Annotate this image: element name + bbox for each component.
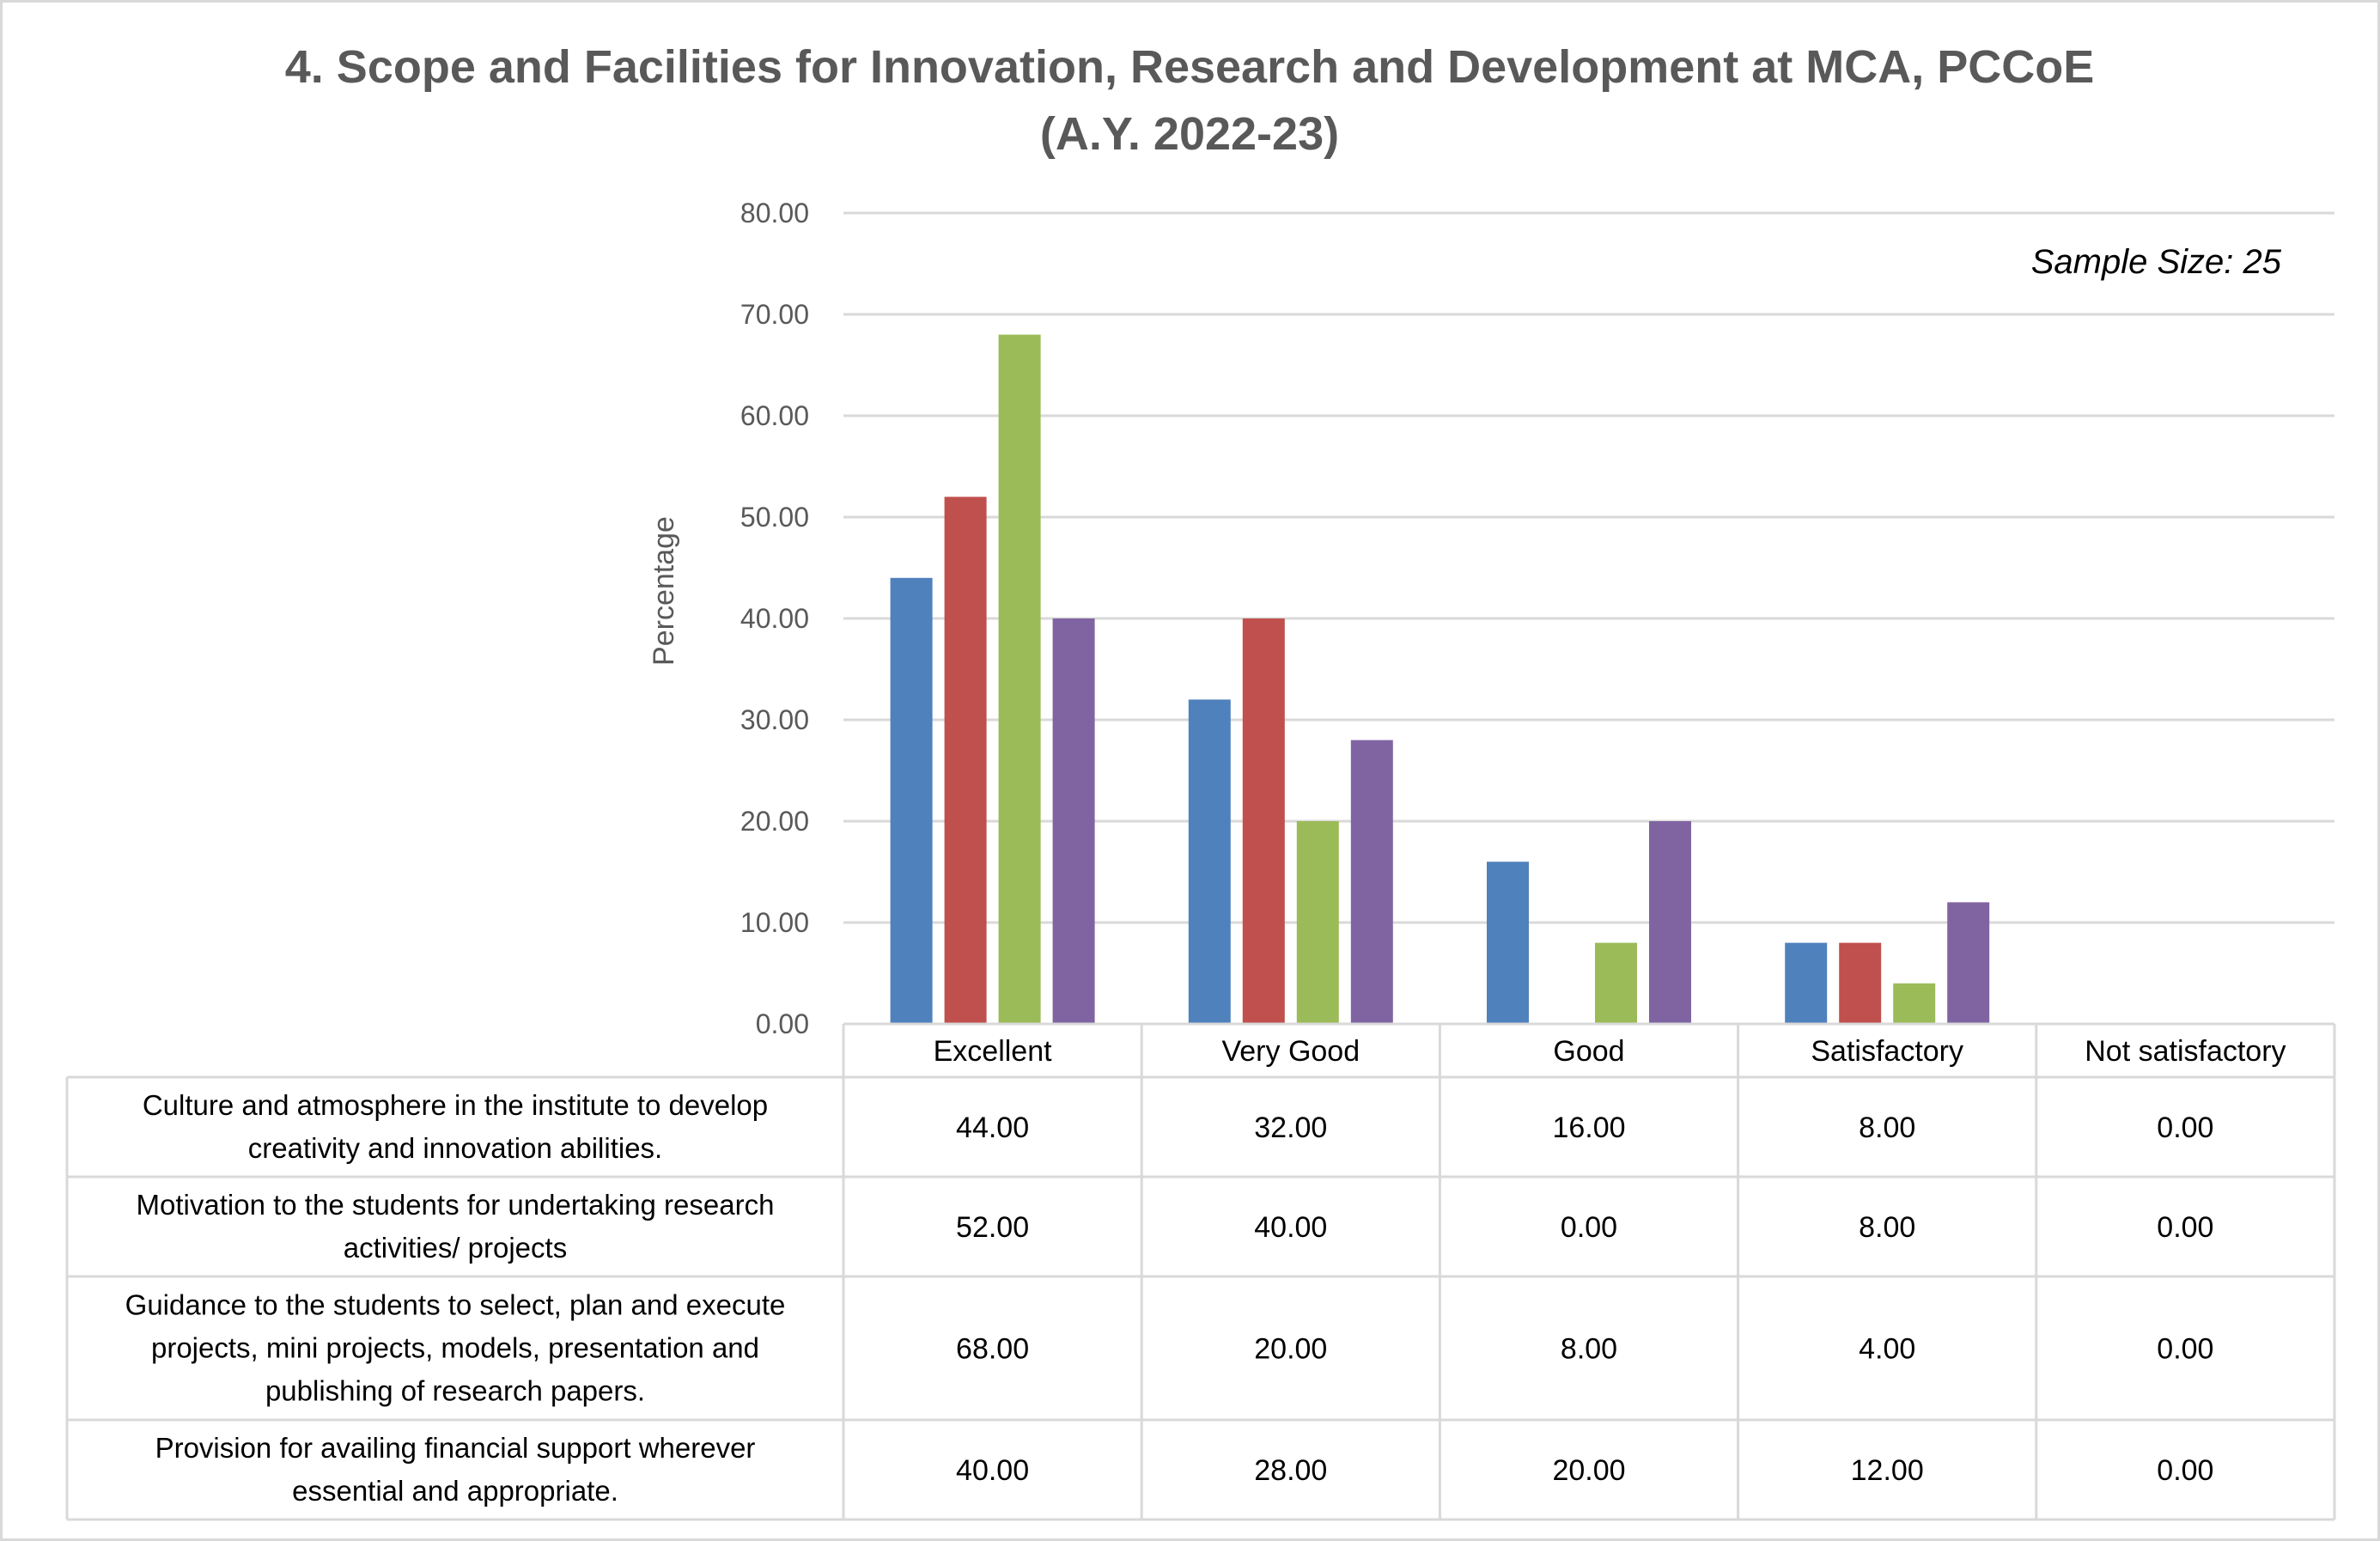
- data-table-cell: 8.00: [1859, 1112, 1915, 1144]
- bar: [1242, 618, 1285, 1024]
- series-label-line: Motivation to the students for undertaki…: [137, 1189, 775, 1221]
- y-tick-label: 40.00: [740, 603, 809, 634]
- x-category-label: Good: [1553, 1035, 1624, 1068]
- sample-size-annotation: Sample Size: 25: [2031, 243, 2282, 281]
- data-table-cell: 40.00: [956, 1454, 1029, 1487]
- y-tick-label: 20.00: [740, 806, 809, 837]
- data-table: Excellent Very Good Good Satisfactory Not sa…: [65, 1022, 2336, 1521]
- x-category-label: Very Good: [1221, 1035, 1360, 1068]
- bar: [1947, 902, 1990, 1024]
- y-tick-label: 50.00: [740, 502, 809, 533]
- data-table-cell: 0.00: [2157, 1211, 2213, 1244]
- data-table-cell: 20.00: [1552, 1454, 1625, 1487]
- chart-title-line-2: (A.Y. 2022-23): [1040, 108, 1339, 160]
- data-table-cell: 4.00: [1859, 1333, 1915, 1366]
- data-table-cell: 20.00: [1254, 1333, 1327, 1366]
- data-table-cell: 32.00: [1254, 1112, 1327, 1144]
- bar: [1893, 983, 1936, 1024]
- chart-title: 4. Scope and Facilities for Innovation, …: [285, 41, 2094, 160]
- y-axis-label: Percentage: [648, 516, 680, 666]
- data-table-cell: 0.00: [2157, 1112, 2213, 1144]
- series-label-line: projects, mini projects, models, present…: [151, 1332, 759, 1364]
- y-tick-label: 70.00: [740, 299, 809, 330]
- series-row-label: Provision for availing financial support…: [155, 1432, 756, 1507]
- data-table-cell: 8.00: [1859, 1211, 1915, 1244]
- data-table-cell: 28.00: [1254, 1454, 1327, 1487]
- data-table-cell: 52.00: [956, 1211, 1029, 1244]
- bar: [1296, 821, 1339, 1024]
- series-row-label: Guidance to the students to select, plan…: [125, 1289, 786, 1407]
- bar: [944, 496, 987, 1024]
- series-label-line: Guidance to the students to select, plan…: [125, 1289, 786, 1321]
- series-label-line: essential and appropriate.: [292, 1475, 618, 1507]
- bar: [1785, 942, 1828, 1024]
- bar: [890, 577, 933, 1024]
- series-label-line: creativity and innovation abilities.: [248, 1132, 662, 1164]
- bar: [1595, 942, 1637, 1024]
- data-table-cell: 44.00: [956, 1112, 1029, 1144]
- bar: [1188, 699, 1231, 1024]
- chart-title-line-1: 4. Scope and Facilities for Innovation, …: [285, 41, 2094, 93]
- data-table-cell: 0.00: [2157, 1454, 2213, 1487]
- y-tick-label: 30.00: [740, 704, 809, 735]
- bar: [998, 334, 1041, 1025]
- data-table-cell: 68.00: [956, 1333, 1029, 1366]
- bar: [1839, 942, 1882, 1024]
- y-tick-label: 0.00: [756, 1008, 809, 1039]
- series-row-label: Motivation to the students for undertaki…: [137, 1189, 775, 1264]
- y-tick-label: 60.00: [740, 400, 809, 431]
- y-tick-label: 10.00: [740, 907, 809, 938]
- data-table-cell: 0.00: [2157, 1333, 2213, 1366]
- data-table-cell: 8.00: [1561, 1333, 1617, 1366]
- series-row-label: Culture and atmosphere in the institute …: [143, 1089, 768, 1164]
- bar: [1052, 618, 1095, 1024]
- data-table-cell: 12.00: [1851, 1454, 1924, 1487]
- bar: [1649, 821, 1691, 1024]
- series-label-line: activities/ projects: [344, 1232, 567, 1264]
- x-category-label: Not satisfactory: [2085, 1035, 2286, 1068]
- data-table-cell: 16.00: [1552, 1112, 1625, 1144]
- data-table-cell: 0.00: [1561, 1211, 1617, 1244]
- series-label-line: publishing of research papers.: [265, 1375, 645, 1407]
- series-label-line: Culture and atmosphere in the institute …: [143, 1089, 768, 1121]
- y-axis-ticks: 0.00 10.00 20.00 30.00 40.00 50.00 60.00 70.00 8…: [740, 198, 809, 1039]
- bar: [1487, 862, 1529, 1024]
- series-label-line: Provision for availing financial support…: [155, 1432, 756, 1464]
- x-category-label: Satisfactory: [1811, 1035, 1963, 1068]
- bars: [890, 334, 1990, 1025]
- bar: [1350, 740, 1393, 1024]
- y-tick-label: 80.00: [740, 198, 809, 228]
- x-category-label: Excellent: [934, 1035, 1053, 1068]
- data-table-cell: 40.00: [1254, 1211, 1327, 1244]
